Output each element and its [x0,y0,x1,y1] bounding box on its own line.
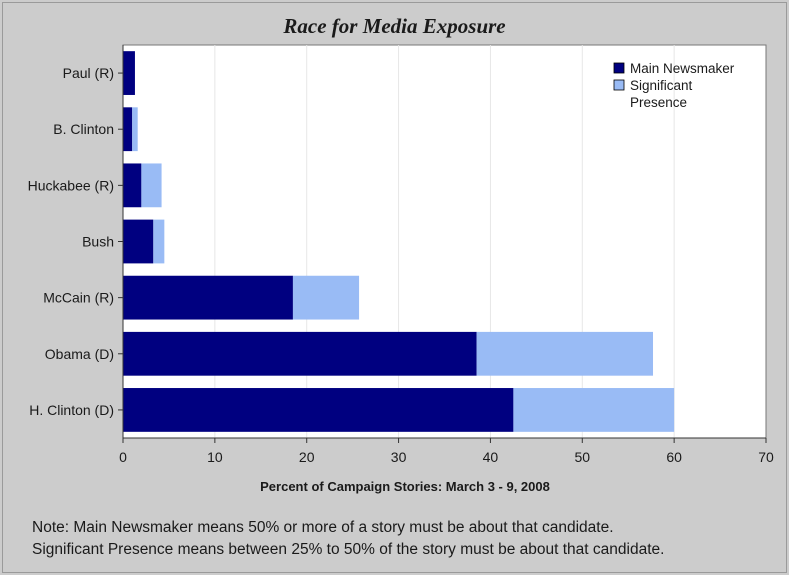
bar-significant-presence [292,275,360,320]
bar-main-newsmaker [123,51,135,95]
category-label: Obama (D) [45,346,114,362]
legend-label: Main Newsmaker [630,61,735,76]
footnote: Note: Main Newsmaker means 50% or more o… [32,517,782,561]
bar-main-newsmaker [123,107,133,152]
x-tick-label: 30 [391,449,407,465]
bar-main-newsmaker [123,388,514,432]
category-label: Huckabee (R) [28,177,114,193]
category-label: B. Clinton [53,121,114,137]
chart-title: Race for Media Exposure [283,14,506,38]
legend-swatch [613,79,625,91]
category-label: Bush [82,234,114,250]
x-tick-label: 50 [574,449,590,465]
x-tick-label: 70 [758,449,774,465]
bar-significant-presence [476,331,654,376]
category-label: McCain (R) [43,290,114,306]
bar-significant-presence [153,219,165,264]
x-tick-label: 20 [299,449,315,465]
bar-significant-presence [141,163,162,208]
category-label: Paul (R) [63,65,114,81]
category-label: H. Clinton (D) [29,402,114,418]
footnote-line-2: Significant Presence means between 25% t… [32,541,665,558]
bar-main-newsmaker [123,219,154,264]
bar-main-newsmaker [123,331,477,376]
footnote-line-1: Note: Main Newsmaker means 50% or more o… [32,519,614,536]
legend: Main Newsmaker Significant Presence [613,61,735,110]
bar-main-newsmaker [123,275,293,320]
bar-significant-presence [132,107,138,152]
bar-main-newsmaker [123,163,142,208]
x-tick-label: 0 [119,449,127,465]
legend-label: Significant Presence [630,78,693,110]
legend-swatch [613,62,625,74]
bar-significant-presence [513,388,675,432]
bar-chart: 0 10 20 30 40 50 60 70 Paul (R) B. Clinton Huckabe… [28,44,774,494]
x-tick-label: 10 [207,449,223,465]
x-axis-label: Percent of Campaign Stories: March 3 - 9… [260,479,550,494]
x-tick-label: 40 [483,449,499,465]
x-tick-label: 60 [666,449,682,465]
